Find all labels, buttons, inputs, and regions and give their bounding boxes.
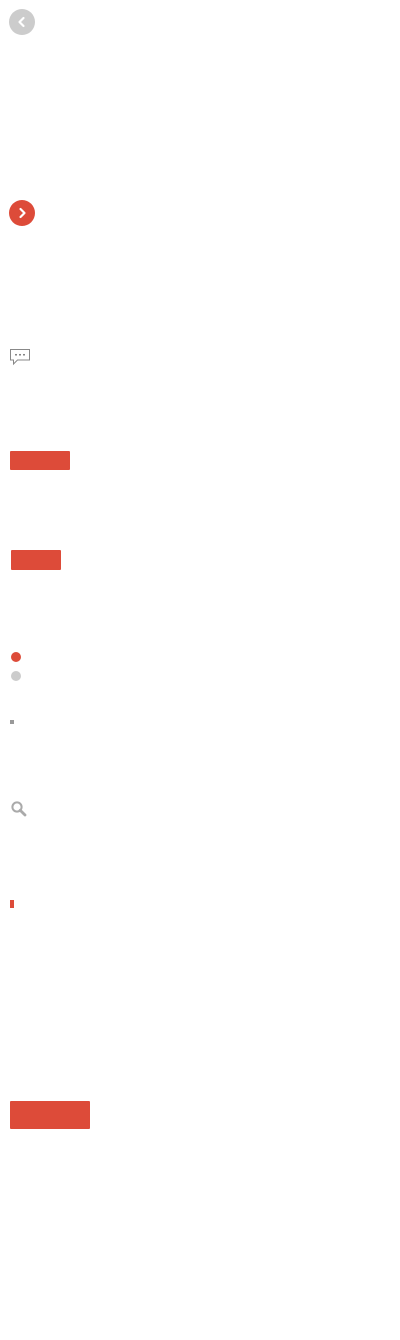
progress-marker: [10, 900, 14, 908]
chevron-right-icon: [19, 207, 26, 219]
search-button[interactable]: [10, 800, 28, 818]
list-bullet-marker: [10, 720, 14, 724]
search-icon: [11, 801, 27, 817]
chat-bubble-icon: [10, 349, 30, 366]
next-button[interactable]: [9, 200, 35, 226]
pagination-dot-active[interactable]: [11, 652, 21, 662]
comment-button[interactable]: [9, 348, 31, 366]
action-button-2[interactable]: [11, 550, 61, 570]
prev-button[interactable]: [9, 9, 35, 35]
action-button-1[interactable]: [10, 451, 70, 470]
primary-action-button[interactable]: [10, 1101, 90, 1129]
pagination-dot-inactive[interactable]: [11, 671, 21, 681]
chevron-left-icon: [18, 16, 25, 28]
